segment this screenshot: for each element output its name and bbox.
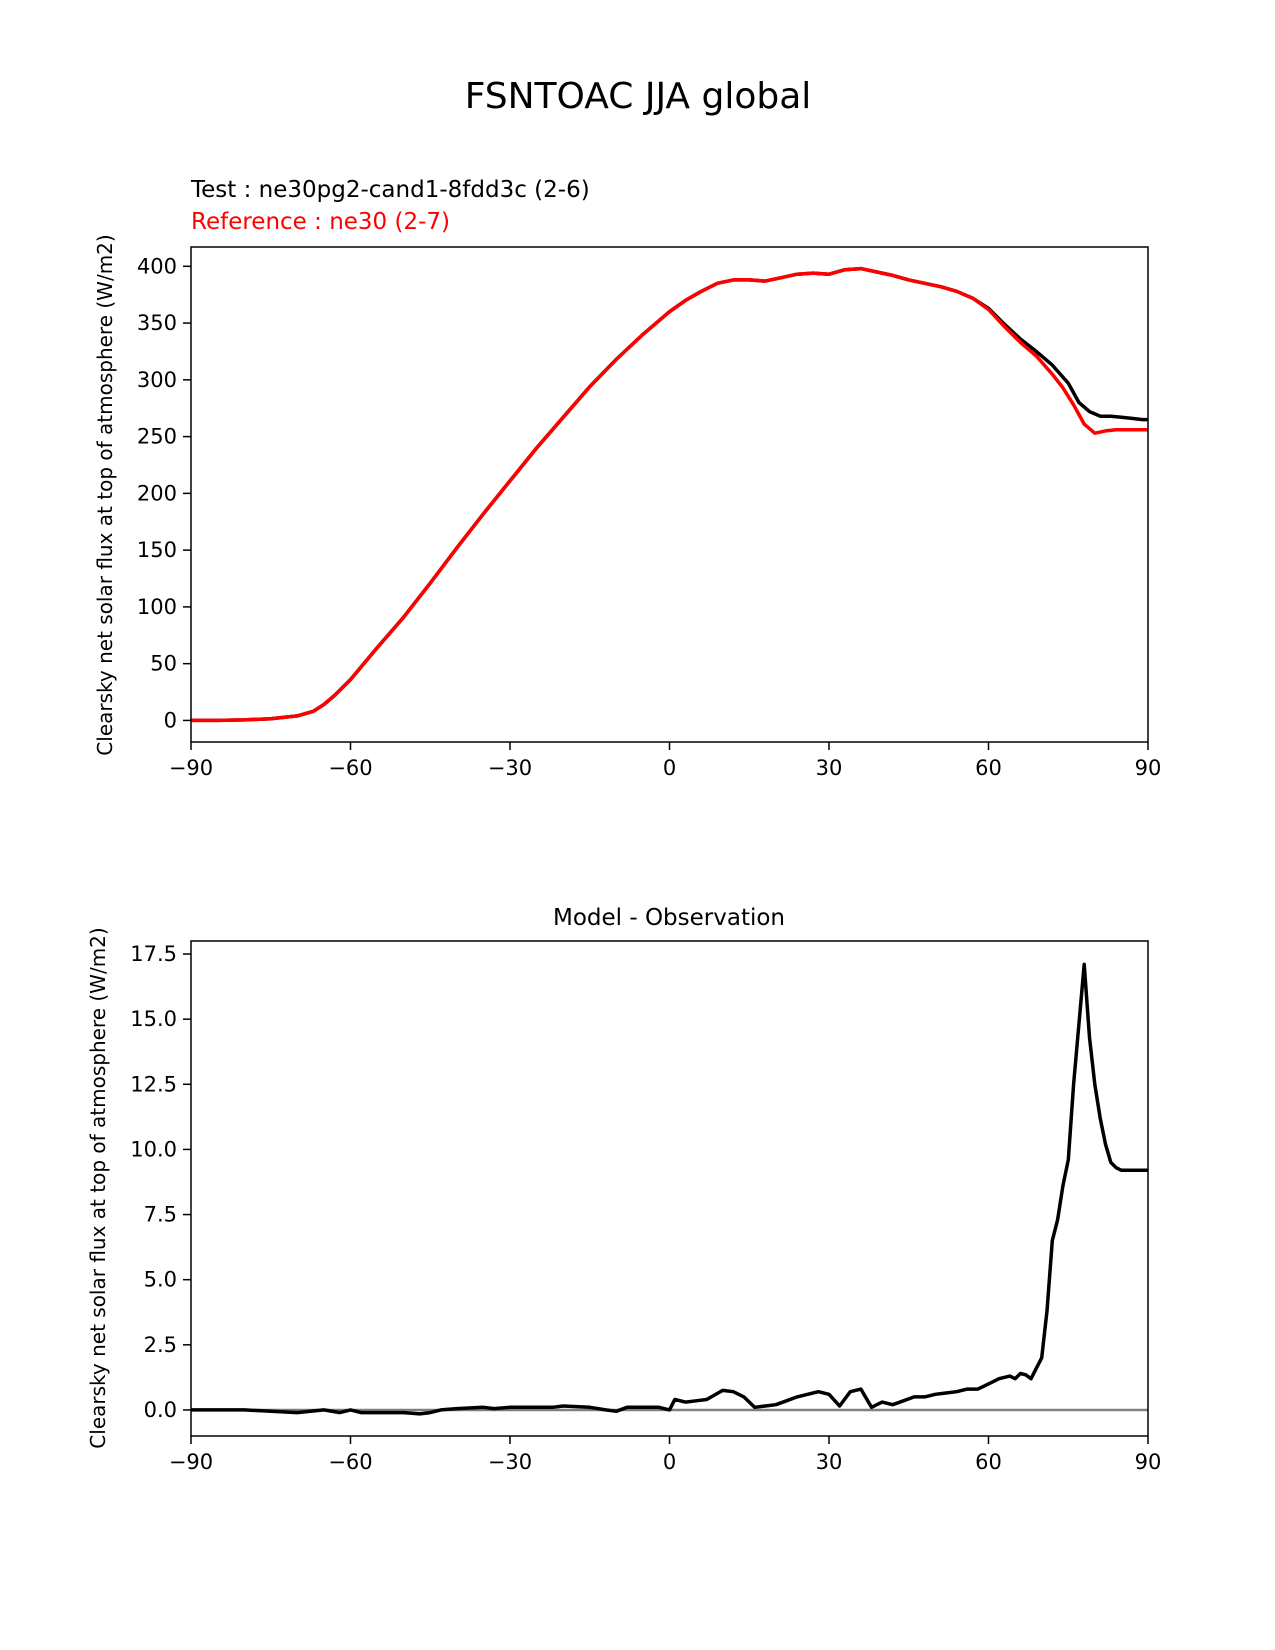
series-line-model-observation (191, 962, 1148, 1416)
x-tick-label: 90 (1135, 1450, 1162, 1474)
y-tick-label: 100 (137, 595, 177, 619)
x-tick-label: −30 (488, 1450, 532, 1474)
y-tick-label: 0 (164, 708, 177, 732)
y-tick-label: 150 (137, 538, 177, 562)
bottom-panel-title: Model - Observation (553, 905, 785, 931)
axes-frame (190, 246, 1149, 743)
y-tick-label: 0.0 (144, 1398, 177, 1422)
y-tick-label: 50 (150, 652, 177, 676)
x-tick-label: 90 (1135, 756, 1162, 780)
figure-title: FSNTOAC JJA global (465, 76, 812, 117)
y-tick-label: 7.5 (144, 1203, 177, 1227)
x-tick-label: 0 (663, 1450, 676, 1474)
y-tick-label: 400 (137, 254, 177, 278)
y-tick-label: 5.0 (144, 1268, 177, 1292)
x-tick-label: −90 (169, 756, 213, 780)
x-tick-label: 30 (816, 1450, 843, 1474)
y-tick-label: 2.5 (144, 1333, 177, 1357)
y-axis-label: Clearsky net solar flux at top of atmosp… (93, 234, 117, 755)
top-panel: −90 −60 −30 0 30 60 90 0 50 100 150 200 250 300 350 400… (93, 234, 1161, 780)
x-tick-label: 0 (663, 756, 676, 780)
y-tick-label: 10.0 (130, 1137, 177, 1161)
x-tick-label: 30 (816, 756, 843, 780)
bottom-panel: −90 −60 −30 0 30 60 90 0.0 2.5 5.0 7.5 10.0 12.5 15.0… (86, 927, 1161, 1474)
reference-label: Reference : ne30 (2-7) (191, 209, 450, 235)
x-tick-label: −90 (169, 1450, 213, 1474)
axes-frame (190, 940, 1149, 1437)
x-tick-label: 60 (975, 756, 1002, 780)
y-tick-label: 12.5 (130, 1072, 177, 1096)
x-tick-label: 60 (975, 1450, 1002, 1474)
y-axis-label: Clearsky net solar flux at top of atmosp… (86, 927, 110, 1448)
series-line-test (191, 266, 1148, 723)
x-tick-label: −30 (488, 756, 532, 780)
y-tick-label: 350 (137, 311, 177, 335)
y-tick-label: 15.0 (130, 1007, 177, 1031)
y-tick-label: 17.5 (130, 942, 177, 966)
y-tick-label: 200 (137, 481, 177, 505)
series-line-reference (191, 266, 1148, 723)
x-tick-label: −60 (328, 1450, 372, 1474)
y-tick-label: 300 (137, 368, 177, 392)
x-tick-label: −60 (328, 756, 372, 780)
test-label: Test : ne30pg2-cand1-8fdd3c (2-6) (190, 177, 590, 203)
y-tick-label: 250 (137, 425, 177, 449)
